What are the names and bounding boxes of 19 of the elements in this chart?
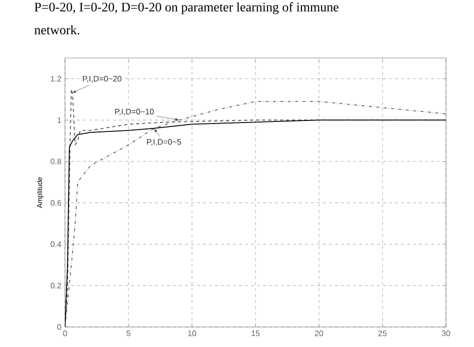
x-tick-label: 10 bbox=[188, 330, 196, 336]
x-tick-label: 30 bbox=[442, 330, 450, 336]
x-tick-label: 15 bbox=[252, 330, 260, 336]
y-tick-label: 0.2 bbox=[50, 282, 62, 288]
annotation: P,I,D=0~5 bbox=[147, 139, 182, 146]
chart-subtitle: network. bbox=[34, 25, 80, 34]
x-tick-label: 20 bbox=[314, 330, 324, 336]
x-tick-label: 5 bbox=[126, 330, 130, 336]
y-tick-label: 1.2 bbox=[50, 76, 62, 82]
chart-title: P=0-20, I=0-20, D=0-20 on parameter learning of immune bbox=[34, 2, 338, 14]
y-tick-label: 1 bbox=[58, 117, 62, 123]
x-tick-label: 0 bbox=[63, 330, 67, 336]
y-tick-label: 0.4 bbox=[50, 241, 62, 248]
annotation: P,I,D=0~10 bbox=[115, 108, 154, 116]
x-tick-label: 25 bbox=[378, 330, 387, 336]
y-tick-label: 0.6 bbox=[50, 200, 62, 206]
annotation: P,I,D=0~20 bbox=[82, 76, 122, 82]
y-tick-label: 0 bbox=[57, 324, 62, 330]
y-tick-label: 0.8 bbox=[50, 158, 62, 164]
